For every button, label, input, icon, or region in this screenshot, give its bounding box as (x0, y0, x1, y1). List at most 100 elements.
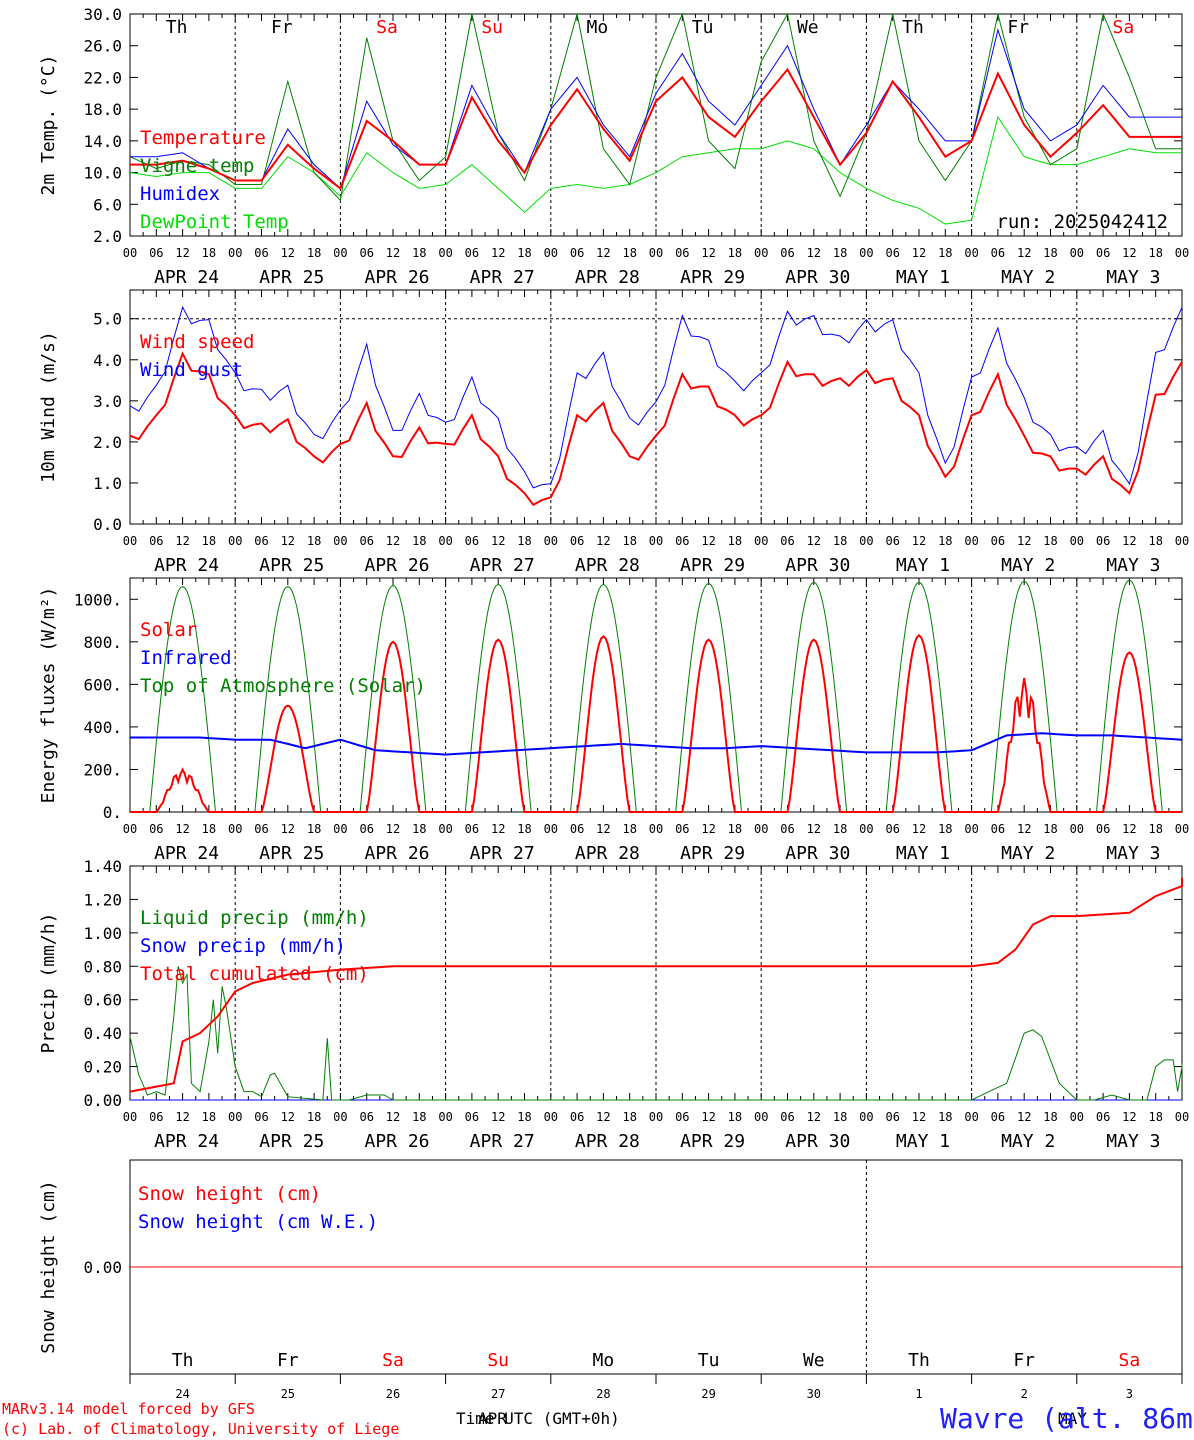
legend-entry: Infrared (140, 647, 232, 669)
hour-tick-label: 00 (859, 534, 873, 548)
date-label: APR 30 (785, 1131, 850, 1152)
hour-tick-label: 12 (912, 246, 926, 260)
hour-tick-label: 18 (412, 534, 426, 548)
y-tick-label: 1.0 (93, 474, 122, 493)
y-axis-label: Energy fluxes (W/m²) (38, 587, 59, 804)
date-label: APR 24 (154, 843, 219, 864)
date-label: APR 26 (364, 1131, 429, 1152)
hour-tick-label: 00 (1175, 822, 1189, 836)
hour-tick-label: 00 (228, 1110, 242, 1124)
date-label: APR 24 (154, 1131, 219, 1152)
hour-tick-label: 18 (517, 534, 531, 548)
hour-tick-label: 06 (885, 246, 899, 260)
hour-tick-label: 00 (649, 1110, 663, 1124)
weekday-label: Th (172, 1350, 194, 1371)
date-label: APR 25 (259, 267, 324, 288)
hour-tick-label: 06 (465, 534, 479, 548)
date-label: APR 29 (680, 843, 745, 864)
hour-tick-label: 12 (281, 246, 295, 260)
legend-entry: Total cumulated (cm) (140, 963, 369, 985)
hour-tick-label: 12 (912, 534, 926, 548)
hour-tick-label: 00 (1175, 1110, 1189, 1124)
hour-tick-label: 06 (991, 246, 1005, 260)
hour-tick-label: 18 (833, 822, 847, 836)
weekday-label: Tu (692, 17, 714, 38)
day-number-label: 27 (491, 1387, 505, 1401)
hour-tick-label: 06 (991, 1110, 1005, 1124)
hour-tick-label: 12 (807, 822, 821, 836)
hour-tick-label: 06 (254, 1110, 268, 1124)
weekday-label: Fr (1007, 17, 1029, 38)
series-line (129, 966, 1183, 1101)
weekday-label: Mo (587, 17, 609, 38)
hour-tick-label: 06 (1096, 822, 1110, 836)
date-label: APR 25 (259, 1131, 324, 1152)
weekday-label: Fr (277, 1350, 299, 1371)
hour-tick-label: 18 (1043, 246, 1057, 260)
day-number-label: 29 (701, 1387, 715, 1401)
hour-tick-label: 18 (1148, 534, 1162, 548)
hour-tick-label: 06 (465, 822, 479, 836)
date-label: APR 27 (470, 555, 535, 576)
hour-tick-label: 12 (1017, 822, 1031, 836)
hour-tick-label: 06 (780, 822, 794, 836)
series-line (129, 12, 1182, 202)
hour-tick-label: 00 (1175, 534, 1189, 548)
hour-tick-label: 12 (175, 1110, 189, 1124)
hour-tick-label: 18 (1043, 534, 1057, 548)
x-minor-ticks (129, 578, 1183, 812)
hour-tick-label: 00 (228, 822, 242, 836)
month-may-label: MAY (1058, 1409, 1087, 1428)
y-tick-label: 6.0 (93, 195, 122, 214)
y-tick-label: 0.80 (83, 957, 122, 976)
hour-tick-label: 06 (149, 534, 163, 548)
hour-tick-label: 06 (359, 1110, 373, 1124)
hour-tick-label: 12 (1017, 1110, 1031, 1124)
hour-tick-label: 12 (281, 822, 295, 836)
hour-tick-label: 18 (938, 822, 952, 836)
hour-tick-label: 18 (728, 534, 742, 548)
hour-tick-label: 18 (307, 534, 321, 548)
hour-tick-label: 18 (1043, 1110, 1057, 1124)
hour-tick-label: 06 (1096, 246, 1110, 260)
date-label: APR 29 (680, 1131, 745, 1152)
hour-tick-label: 00 (438, 822, 452, 836)
hour-tick-label: 06 (359, 822, 373, 836)
day-number-label: 3 (1126, 1387, 1133, 1401)
hour-tick-label: 06 (675, 822, 689, 836)
hour-tick-label: 00 (438, 1110, 452, 1124)
date-label: APR 28 (575, 555, 640, 576)
hour-tick-label: 18 (1148, 822, 1162, 836)
hour-tick-label: 18 (412, 822, 426, 836)
hour-tick-label: 12 (386, 1110, 400, 1124)
hour-tick-label: 12 (1122, 246, 1136, 260)
hour-tick-label: 00 (1070, 1110, 1084, 1124)
series-line (129, 305, 1183, 489)
y-axis-label: Precip (mm/h) (38, 913, 59, 1054)
legend-entry: Snow height (cm W.E.) (138, 1211, 378, 1233)
hour-tick-label: 06 (885, 534, 899, 548)
hour-tick-label: 18 (728, 246, 742, 260)
hour-tick-label: 06 (991, 822, 1005, 836)
series-line (130, 28, 1182, 190)
hour-tick-label: 18 (622, 1110, 636, 1124)
hour-tick-label: 12 (175, 246, 189, 260)
date-label: APR 28 (575, 843, 640, 864)
hour-tick-label: 12 (701, 534, 715, 548)
y-tick-label: 800. (83, 633, 122, 652)
hour-tick-label: 00 (754, 1110, 768, 1124)
station-name: Wavre (alt. 86m) (940, 1402, 1194, 1435)
date-label: APR 24 (154, 267, 219, 288)
legend-entry: Wind speed (140, 331, 254, 353)
series-line (129, 877, 1183, 1093)
hour-tick-label: 18 (517, 1110, 531, 1124)
temperature-panel: 2.0 6.0 10.0 14.0 18.0 22.0 26.0 30.0 2m Temp. (… (38, 5, 1189, 288)
hour-tick-label: 18 (1148, 246, 1162, 260)
y-tick-label: 2.0 (93, 227, 122, 246)
day-number-label: 25 (281, 1387, 295, 1401)
hour-tick-label: 18 (1043, 822, 1057, 836)
y-tick-label: 14.0 (83, 132, 122, 151)
legend-entry: DewPoint Temp (140, 211, 289, 233)
lab-credit: (c) Lab. of Climatology, University of L… (2, 1420, 399, 1438)
hour-tick-label: 12 (701, 1110, 715, 1124)
